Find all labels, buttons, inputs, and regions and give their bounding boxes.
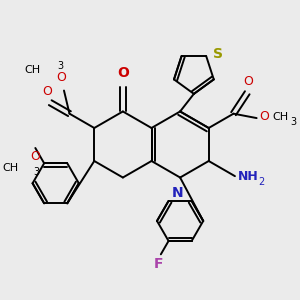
Text: CH: CH [272,112,288,122]
Text: O: O [56,71,66,84]
Text: O: O [243,75,253,88]
Text: 3: 3 [33,167,39,177]
Text: F: F [154,257,164,271]
Text: NH: NH [238,169,258,183]
Text: 3: 3 [291,118,297,128]
Text: O: O [117,65,129,80]
Text: 2: 2 [258,177,264,187]
Text: O: O [30,150,40,163]
Text: CH: CH [25,65,41,75]
Text: N: N [172,186,184,200]
Text: O: O [260,110,269,124]
Text: 3: 3 [57,61,64,71]
Text: S: S [213,47,223,61]
Text: O: O [43,85,52,98]
Text: CH: CH [3,164,19,173]
